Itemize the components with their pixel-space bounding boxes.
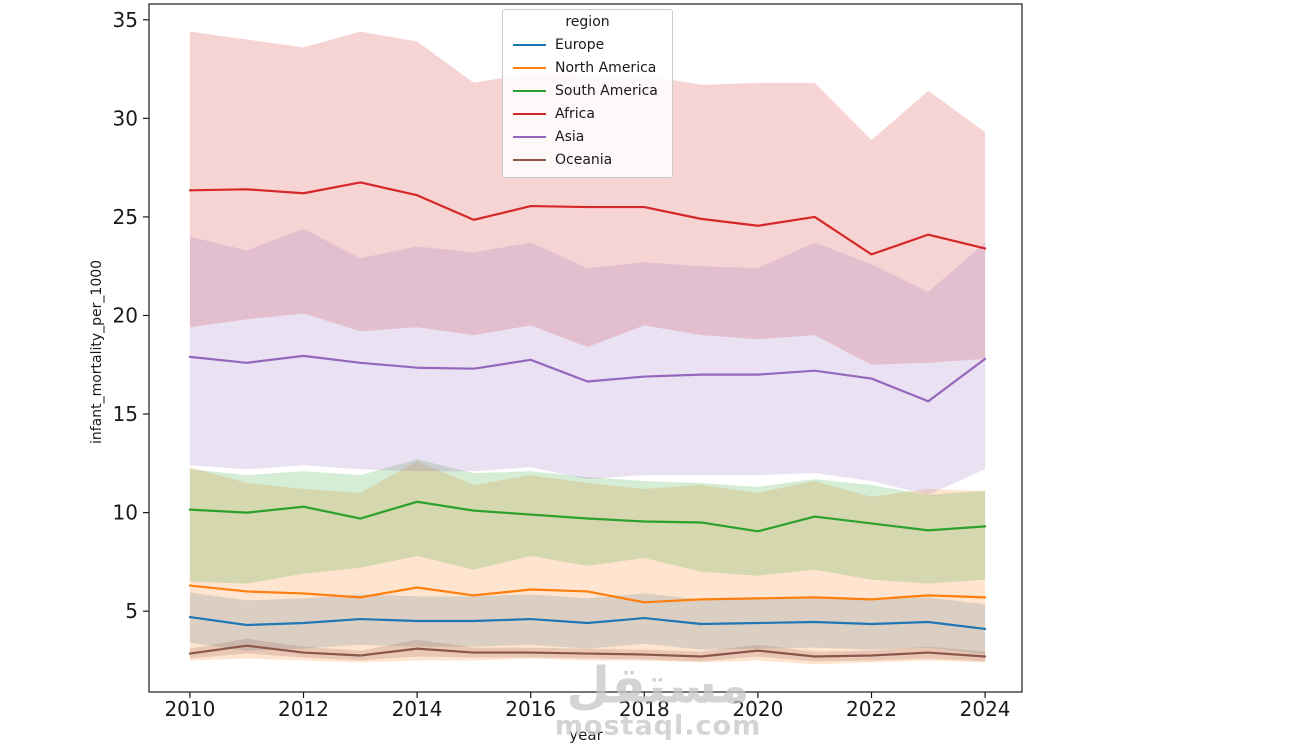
y-axis-tick-label: 30 (113, 106, 138, 130)
legend-label-south-america: South America (555, 82, 658, 99)
plot-border (148, 3, 1023, 693)
legend-item-europe: Europe (503, 33, 672, 56)
x-axis-tick-label: 2018 (619, 697, 670, 721)
y-axis-tick-label: 20 (113, 303, 138, 327)
x-axis-tick-label: 2014 (392, 697, 443, 721)
legend-line-sample-oceania (513, 158, 546, 161)
legend-line-sample-asia (513, 135, 546, 138)
series-band-africa (189, 31, 986, 365)
y-axis-tick-label: 35 (113, 8, 138, 32)
legend-title: region (565, 14, 610, 30)
x-axis-tick-label: 2024 (960, 697, 1011, 721)
series-line-oceania (188, 644, 987, 658)
series-line-asia (188, 354, 987, 403)
legend-box: region Europe North America South Americ… (502, 9, 673, 178)
x-axis-tick-label: 2010 (164, 697, 215, 721)
legend-item-south-america: South America (503, 79, 672, 102)
legend-label-asia: Asia (555, 128, 585, 145)
series-band-north-america (189, 461, 986, 665)
x-axis-tick-label: 2016 (505, 697, 556, 721)
series-band-oceania (189, 638, 986, 662)
legend-item-asia: Asia (503, 125, 672, 148)
series-line-north-america (188, 584, 987, 604)
legend-label-north-america: North America (555, 59, 657, 76)
x-axis-tick-label: 2020 (732, 697, 783, 721)
legend-line-sample-europe (513, 43, 546, 46)
x-axis-label: year (569, 726, 603, 744)
series-line-africa (188, 181, 987, 256)
legend-line-sample-north-america (513, 66, 546, 69)
legend-item-north-america: North America (503, 56, 672, 79)
legend-label-africa: Africa (555, 105, 595, 122)
x-axis-tick-label: 2022 (846, 697, 897, 721)
legend-item-africa: Africa (503, 102, 672, 125)
x-axis-tick-label: 2012 (278, 697, 329, 721)
series-line-europe (188, 615, 987, 631)
y-axis-tick-label: 25 (113, 205, 138, 229)
legend-line-sample-south-america (513, 89, 546, 92)
legend-label-oceania: Oceania (555, 151, 613, 168)
series-band-south-america (189, 459, 986, 584)
series-band-asia (189, 228, 986, 495)
legend-label-europe: Europe (555, 36, 605, 53)
y-axis-tick-label: 5 (125, 599, 138, 623)
y-axis-tick-label: 10 (113, 501, 138, 525)
y-axis-tick-label: 15 (113, 402, 138, 426)
series-line-south-america (188, 500, 987, 533)
y-axis-label: infant_mortality_per_1000 (89, 259, 105, 445)
legend-line-sample-africa (513, 112, 546, 115)
legend-item-oceania: Oceania (503, 148, 672, 171)
